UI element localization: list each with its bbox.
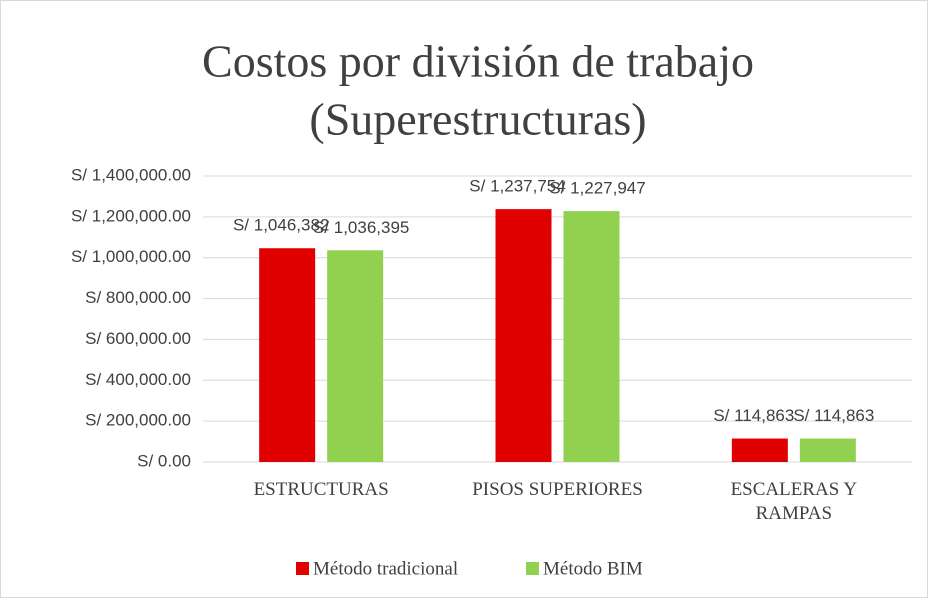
y-tick-label: S/ 1,200,000.00: [71, 206, 191, 225]
data-label: S/ 114,863: [793, 406, 874, 425]
legend-label: Método BIM: [543, 558, 643, 579]
x-tick-label: ESCALERAS Y RAMPAS: [730, 479, 858, 524]
data-label: S/ 1,046,382: [233, 216, 329, 235]
chart-title: Costos por división de trabajo: [202, 36, 754, 87]
data-label: S/ 114,863: [713, 406, 794, 425]
y-tick-label: S/ 600,000.00: [85, 329, 191, 348]
chart-title: (Superestructuras): [309, 94, 646, 145]
bar: [495, 209, 552, 462]
y-tick-label: S/ 1,400,000.00: [71, 165, 191, 184]
x-tick-label: ESTRUCTURAS: [253, 479, 389, 500]
x-tick-label: PISOS SUPERIORES: [472, 479, 643, 500]
bar: [731, 438, 788, 462]
bar: [259, 248, 316, 462]
data-label: S/ 1,036,395: [313, 218, 409, 237]
y-tick-label: S/ 800,000.00: [85, 288, 191, 307]
y-tick-label: S/ 0.00: [137, 451, 191, 470]
legend-label: Método tradicional: [313, 558, 458, 579]
data-label: S/ 1,237,754: [469, 177, 565, 196]
y-tick-label: S/ 400,000.00: [85, 370, 191, 389]
y-tick-label: S/ 200,000.00: [85, 411, 191, 430]
legend-swatch: [526, 562, 539, 575]
bar: [563, 211, 620, 462]
bar: [799, 438, 856, 462]
y-tick-label: S/ 1,000,000.00: [71, 247, 191, 266]
data-label: S/ 1,227,947: [549, 179, 645, 198]
bar: [327, 250, 384, 462]
legend-swatch: [296, 562, 309, 575]
